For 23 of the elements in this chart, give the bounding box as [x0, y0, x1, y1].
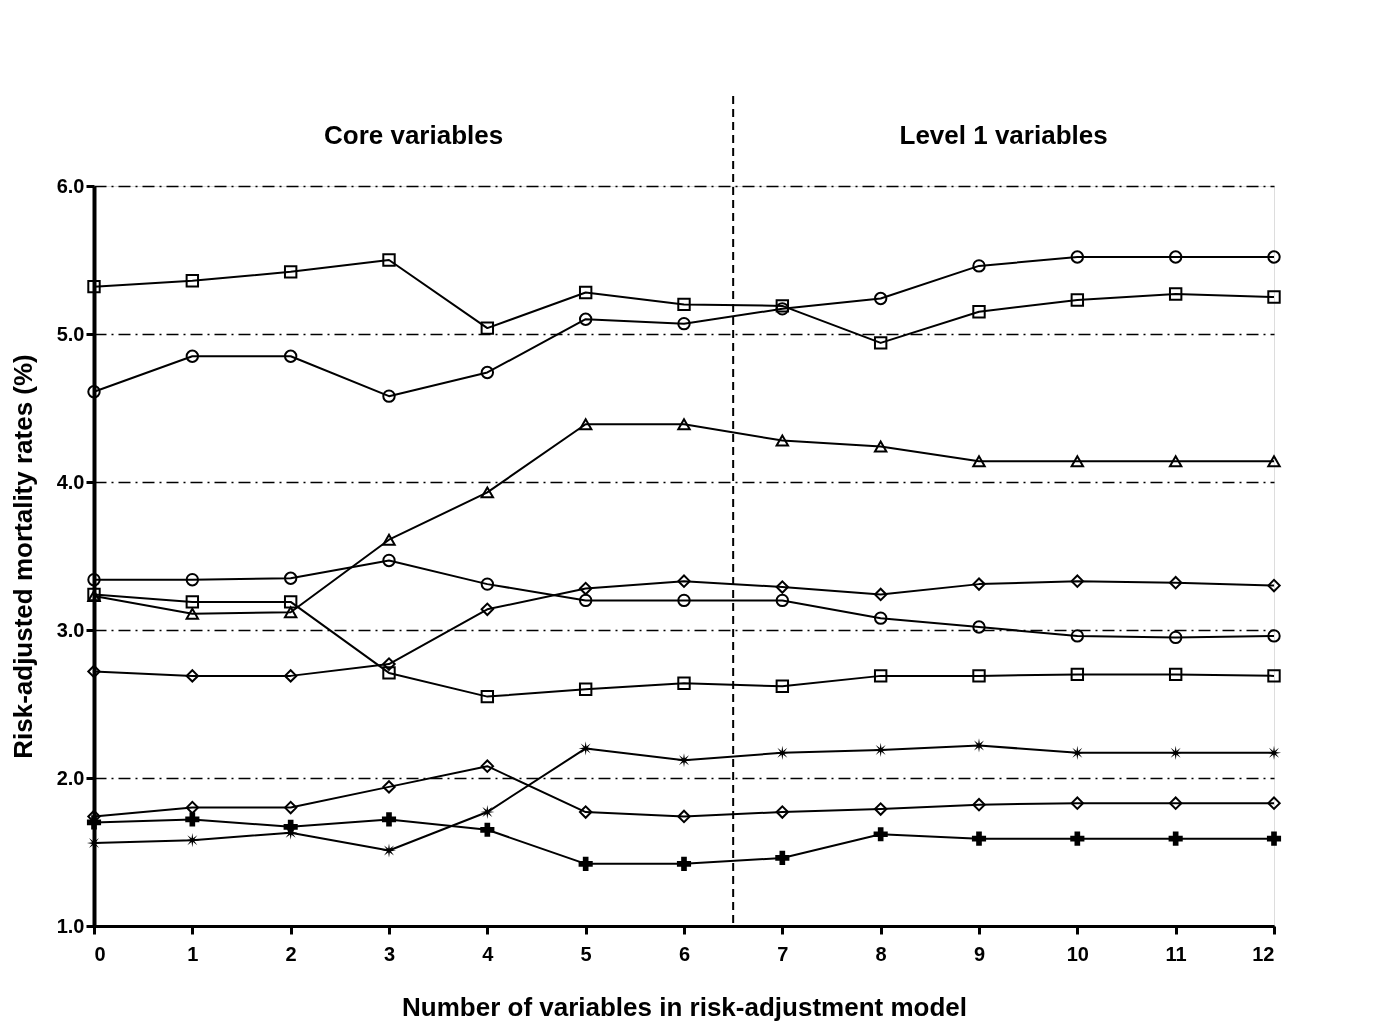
x-tick-label: 2: [285, 942, 297, 965]
x-tick-label: 10: [1066, 942, 1089, 965]
y-tick-label: 3.0: [56, 618, 85, 641]
x-tick-label: 8: [875, 942, 887, 965]
x-tick-label: 7: [777, 942, 789, 965]
x-tick-label: 6: [678, 942, 691, 965]
y-tick-label: 1.0: [56, 914, 85, 937]
x-tick-label: 1: [187, 942, 199, 965]
text: Core variables: [323, 120, 504, 150]
y-tick-label: 6.0: [56, 174, 85, 197]
y-tick-label: 5.0: [56, 322, 85, 345]
x-tick-label: 3: [383, 942, 396, 965]
y-tick-label: 4.0: [56, 470, 85, 493]
x-axis-title: Number of variables in risk-adjustment model: [402, 991, 967, 1022]
x-tick-label: 5: [580, 942, 592, 965]
x-tick-label: 12: [1252, 942, 1275, 965]
y-tick-label: 2.0: [56, 766, 85, 789]
x-tick-label: 9: [973, 942, 986, 965]
y-axis-title: Risk-adjusted mortality rates (%): [7, 354, 38, 759]
x-tick-label: 4: [482, 942, 495, 965]
x-tick-label: 0: [94, 942, 106, 965]
x-tick-label: 11: [1165, 942, 1187, 965]
text: Level 1 variables: [899, 120, 1108, 150]
